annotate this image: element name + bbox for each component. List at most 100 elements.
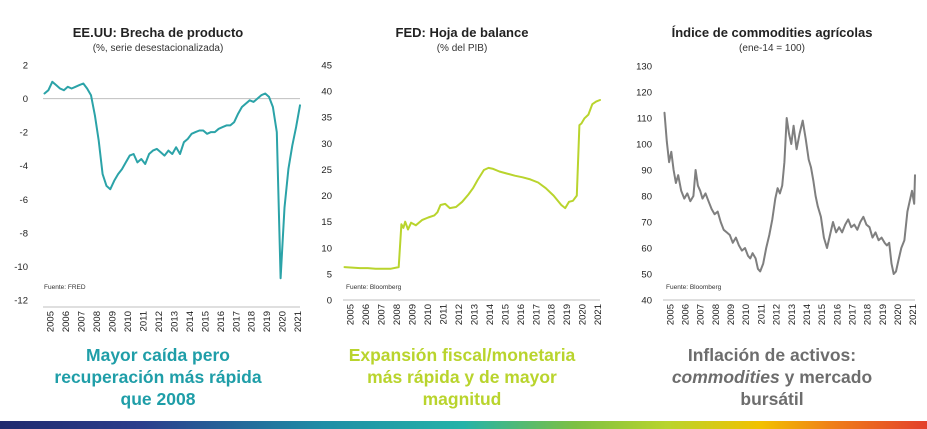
data-series-line bbox=[343, 99, 601, 270]
x-tick-label: 2021 bbox=[293, 311, 304, 332]
x-tick-label: 2018 bbox=[247, 311, 258, 332]
x-tick-label: 2007 bbox=[376, 304, 387, 325]
x-tick-label: 2009 bbox=[726, 304, 737, 325]
x-tick-label: 2016 bbox=[516, 304, 527, 325]
y-tick-label: 50 bbox=[641, 270, 652, 281]
x-tick-label: 2009 bbox=[407, 304, 418, 325]
x-tick-label: 2007 bbox=[76, 311, 87, 332]
chart-subtitle: (%, serie desestacionalizada) bbox=[93, 43, 224, 54]
y-tick-label: 40 bbox=[641, 296, 652, 307]
x-tick-label: 2021 bbox=[908, 304, 919, 325]
x-tick-label: 2007 bbox=[696, 304, 707, 325]
chart-source: Fuente: Bloomberg bbox=[346, 284, 402, 291]
x-tick-label: 2009 bbox=[107, 311, 118, 332]
x-tick-label: 2017 bbox=[848, 304, 859, 325]
y-tick-label: -2 bbox=[20, 128, 28, 139]
x-tick-label: 2012 bbox=[454, 304, 465, 325]
y-tick-label: -12 bbox=[14, 296, 28, 307]
y-tick-label: 40 bbox=[321, 87, 332, 98]
x-tick-label: 2015 bbox=[817, 304, 828, 325]
caption-line: más rápida y de mayor bbox=[367, 367, 557, 387]
x-tick-label: 2018 bbox=[547, 304, 558, 325]
x-tick-label: 2010 bbox=[423, 304, 434, 325]
x-tick-label: 2011 bbox=[438, 304, 449, 324]
y-tick-label: 90 bbox=[641, 166, 652, 177]
chart-subtitle: (% del PIB) bbox=[437, 43, 488, 54]
y-tick-label: 130 bbox=[636, 62, 652, 73]
x-tick-label: 2021 bbox=[593, 304, 604, 325]
x-tick-label: 2020 bbox=[578, 304, 589, 325]
x-tick-label: 2010 bbox=[123, 311, 134, 332]
x-tick-label: 2019 bbox=[878, 304, 889, 325]
caption-line: Inflación de activos: bbox=[688, 345, 856, 365]
x-tick-label: 2019 bbox=[262, 311, 273, 332]
x-tick-label: 2014 bbox=[802, 304, 813, 325]
y-tick-label: 0 bbox=[327, 296, 332, 307]
y-tick-label: 30 bbox=[321, 139, 332, 150]
y-tick-label: 120 bbox=[636, 88, 652, 99]
x-tick-label: 2006 bbox=[61, 311, 72, 332]
caption-line: recuperación más rápida bbox=[54, 367, 261, 387]
x-tick-label: 2005 bbox=[665, 304, 676, 325]
x-tick-label: 2020 bbox=[278, 311, 289, 332]
y-tick-label: 15 bbox=[321, 217, 332, 228]
x-tick-label: 2017 bbox=[531, 304, 542, 325]
x-tick-label: 2012 bbox=[772, 304, 783, 325]
x-tick-label: 2013 bbox=[469, 304, 480, 325]
x-tick-label: 2015 bbox=[500, 304, 511, 325]
y-tick-label: 70 bbox=[641, 218, 652, 229]
caption-line: que 2008 bbox=[121, 389, 196, 409]
data-series-line bbox=[663, 111, 916, 275]
x-tick-label: 2008 bbox=[392, 304, 403, 325]
chart-panel-3: Índice de commodities agrícolas (ene-14 =… bbox=[636, 25, 919, 409]
x-tick-label: 2008 bbox=[92, 311, 103, 332]
y-tick-label: -8 bbox=[20, 228, 28, 239]
y-tick-label: 80 bbox=[641, 192, 652, 203]
x-tick-label: 2016 bbox=[832, 304, 843, 325]
x-tick-label: 2014 bbox=[185, 311, 196, 332]
x-tick-label: 2006 bbox=[681, 304, 692, 325]
y-tick-label: 20 bbox=[321, 191, 332, 202]
x-tick-label: 2020 bbox=[893, 304, 904, 325]
caption-line-rest: y mercado bbox=[780, 367, 872, 387]
x-tick-label: 2017 bbox=[231, 311, 242, 332]
caption-line: Expansión fiscal/monetaria bbox=[349, 345, 576, 365]
x-tick-label: 2005 bbox=[45, 311, 56, 332]
chart-panel-2: FED: Hoja de balance (% del PIB) 45 40 35 30 2… bbox=[321, 25, 604, 409]
y-tick-label: 2 bbox=[23, 61, 28, 72]
x-tick-label: 2010 bbox=[741, 304, 752, 325]
y-tick-label: -4 bbox=[20, 161, 28, 172]
data-series-line bbox=[43, 80, 301, 280]
x-tick-label: 2006 bbox=[361, 304, 372, 325]
y-tick-label: 25 bbox=[321, 165, 332, 176]
x-tick-label: 2005 bbox=[345, 304, 356, 325]
conclusion-caption: Inflación de activos: commodities y merca… bbox=[672, 345, 872, 409]
x-tick-label: 2016 bbox=[216, 311, 227, 332]
y-tick-label: 0 bbox=[23, 94, 28, 105]
x-tick-label: 2018 bbox=[863, 304, 874, 325]
caption-line: commodities y mercado bbox=[672, 367, 872, 387]
y-tick-label: 10 bbox=[321, 243, 332, 254]
caption-line: bursátil bbox=[740, 389, 803, 409]
y-tick-label: 100 bbox=[636, 140, 652, 151]
x-tick-label: 2013 bbox=[787, 304, 798, 325]
y-tick-label: 35 bbox=[321, 113, 332, 124]
y-tick-label: 45 bbox=[321, 61, 332, 72]
x-tick-label: 2019 bbox=[562, 304, 573, 325]
x-tick-label: 2011 bbox=[138, 311, 149, 331]
x-tick-label: 2015 bbox=[200, 311, 211, 332]
chart-source: Fuente: Bloomberg bbox=[666, 284, 722, 291]
y-tick-label: 5 bbox=[327, 269, 332, 280]
caption-italic-word: commodities bbox=[672, 367, 780, 387]
x-tick-label: 2011 bbox=[756, 304, 767, 324]
chart-title: EE.UU: Brecha de producto bbox=[73, 25, 244, 40]
y-tick-label: 60 bbox=[641, 244, 652, 255]
x-tick-label: 2012 bbox=[154, 311, 165, 332]
chart-source: Fuente: FRED bbox=[44, 284, 86, 291]
x-tick-label: 2013 bbox=[169, 311, 180, 332]
chart-title: FED: Hoja de balance bbox=[396, 25, 529, 40]
caption-line: Mayor caída pero bbox=[86, 345, 230, 365]
conclusion-caption: Expansión fiscal/monetaria más rápida y d… bbox=[349, 345, 576, 409]
chart-subtitle: (ene-14 = 100) bbox=[739, 43, 805, 54]
